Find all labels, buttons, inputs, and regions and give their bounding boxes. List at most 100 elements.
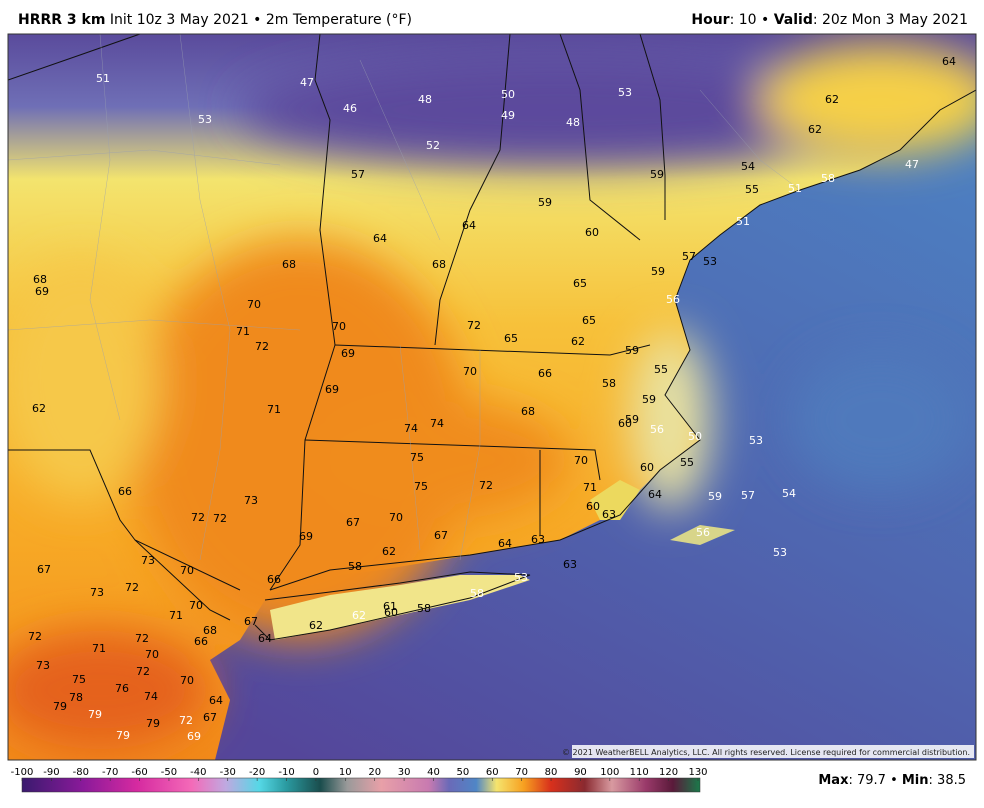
colorbar-tick-label: 130 — [688, 767, 707, 778]
temperature-label: 66 — [194, 635, 208, 648]
temperature-label: 63 — [563, 558, 577, 571]
temperature-label: 68 — [282, 258, 296, 271]
valid-label: Valid — [773, 12, 813, 28]
temperature-label: 59 — [642, 393, 656, 406]
temperature-label: 54 — [741, 160, 755, 173]
temperature-label: 71 — [236, 325, 250, 338]
temperature-label: 75 — [72, 673, 86, 686]
temperature-label: 53 — [773, 546, 787, 559]
temperature-label: 51 — [96, 72, 110, 85]
temperature-label: 60 — [618, 417, 632, 430]
temperature-label: 70 — [145, 648, 159, 661]
temperature-label: 58 — [470, 587, 484, 600]
temperature-label: 69 — [299, 530, 313, 543]
temperature-label: 51 — [788, 182, 802, 195]
model-name: HRRR 3 km — [18, 12, 106, 28]
colorbar-tick-label: -60 — [131, 767, 147, 778]
temperature-label: 70 — [189, 599, 203, 612]
min-value: : 38.5 — [929, 773, 966, 788]
temperature-label: 53 — [514, 571, 528, 584]
temperature-label: 62 — [32, 402, 46, 415]
colorbar-tick-label: -90 — [43, 767, 59, 778]
max-value: : 79.7 • — [848, 773, 901, 788]
temperature-label: 66 — [538, 367, 552, 380]
temperature-label: 75 — [414, 480, 428, 493]
temperature-label: 60 — [640, 461, 654, 474]
colorbar-tick-label: -70 — [102, 767, 118, 778]
temperature-label: 65 — [504, 332, 518, 345]
header-right: Hour: 10 • Valid: 20z Mon 3 May 2021 — [691, 12, 968, 28]
temperature-label: 53 — [749, 434, 763, 447]
temperature-label: 57 — [741, 489, 755, 502]
temperature-label: 64 — [258, 632, 272, 645]
temperature-label: 67 — [203, 711, 217, 724]
temperature-label: 64 — [462, 219, 476, 232]
temperature-label: 72 — [467, 319, 481, 332]
temperature-label: 74 — [430, 417, 444, 430]
colorbar-tick-label: 70 — [515, 767, 528, 778]
temperature-label: 48 — [566, 116, 580, 129]
temperature-label: 72 — [136, 665, 150, 678]
temperature-label: 53 — [618, 86, 632, 99]
temperature-label: 70 — [463, 365, 477, 378]
temperature-label: 78 — [69, 691, 83, 704]
min-label: Min — [902, 773, 929, 788]
temperature-label: 69 — [35, 285, 49, 298]
temperature-label: 49 — [501, 109, 515, 122]
temperature-label: 60 — [586, 500, 600, 513]
copyright-bg — [572, 745, 974, 758]
temperature-label: 68 — [33, 273, 47, 286]
temperature-label: 76 — [115, 682, 129, 695]
temperature-label: 73 — [90, 586, 104, 599]
temperature-label: 55 — [745, 183, 759, 196]
temperature-label: 64 — [942, 55, 956, 68]
temperature-label: 72 — [179, 714, 193, 727]
temperature-label: 69 — [341, 347, 355, 360]
temperature-label: 71 — [583, 481, 597, 494]
temperature-label: 62 — [382, 545, 396, 558]
temperature-label: 79 — [88, 708, 102, 721]
temperature-label: 66 — [267, 573, 281, 586]
colorbar-tick-label: 40 — [427, 767, 440, 778]
temperature-label: 62 — [309, 619, 323, 632]
temperature-label: 70 — [247, 298, 261, 311]
temperature-label: 62 — [808, 123, 822, 136]
colorbar-tick-label: 60 — [486, 767, 499, 778]
temperature-label: 70 — [180, 674, 194, 687]
temperature-label: 70 — [574, 454, 588, 467]
temperature-label: 58 — [821, 172, 835, 185]
colorbar-tick-label: 0 — [313, 767, 319, 778]
temperature-label: 48 — [418, 93, 432, 106]
temperature-label: 79 — [53, 700, 67, 713]
colorbar-tick-label: -30 — [220, 767, 236, 778]
temperature-label: 67 — [37, 563, 51, 576]
temperature-label: 68 — [432, 258, 446, 271]
colorbar-tick-label: 90 — [574, 767, 587, 778]
stats: Max: 79.7 • Min: 38.5 — [818, 773, 966, 788]
temperature-label: 53 — [703, 255, 717, 268]
temperature-label: 69 — [325, 383, 339, 396]
max-label: Max — [818, 773, 849, 788]
valid-value: : 20z Mon 3 May 2021 — [812, 12, 968, 28]
temperature-label: 56 — [666, 293, 680, 306]
temperature-label: 53 — [198, 113, 212, 126]
temperature-label: 79 — [116, 729, 130, 742]
temperature-label: 70 — [389, 511, 403, 524]
temperature-label: 59 — [625, 413, 639, 426]
copyright: © 2021 WeatherBELL Analytics, LLC. All r… — [562, 748, 970, 757]
temperature-label: 72 — [479, 479, 493, 492]
colorbar-tick-label: 120 — [659, 767, 678, 778]
colorbar-tick-label: 30 — [398, 767, 411, 778]
temperature-label: 62 — [352, 609, 366, 622]
colorbar-tick-label: -100 — [11, 767, 34, 778]
temperature-label: 55 — [654, 363, 668, 376]
temperature-label: 51 — [736, 215, 750, 228]
colorbar-tick-label: 110 — [630, 767, 649, 778]
temperature-label: 79 — [146, 717, 160, 730]
temperature-label: 59 — [651, 265, 665, 278]
temperature-label: 52 — [426, 139, 440, 152]
temperature-label: 56 — [696, 526, 710, 539]
temperature-label: 72 — [191, 511, 205, 524]
temperature-label: 65 — [582, 314, 596, 327]
